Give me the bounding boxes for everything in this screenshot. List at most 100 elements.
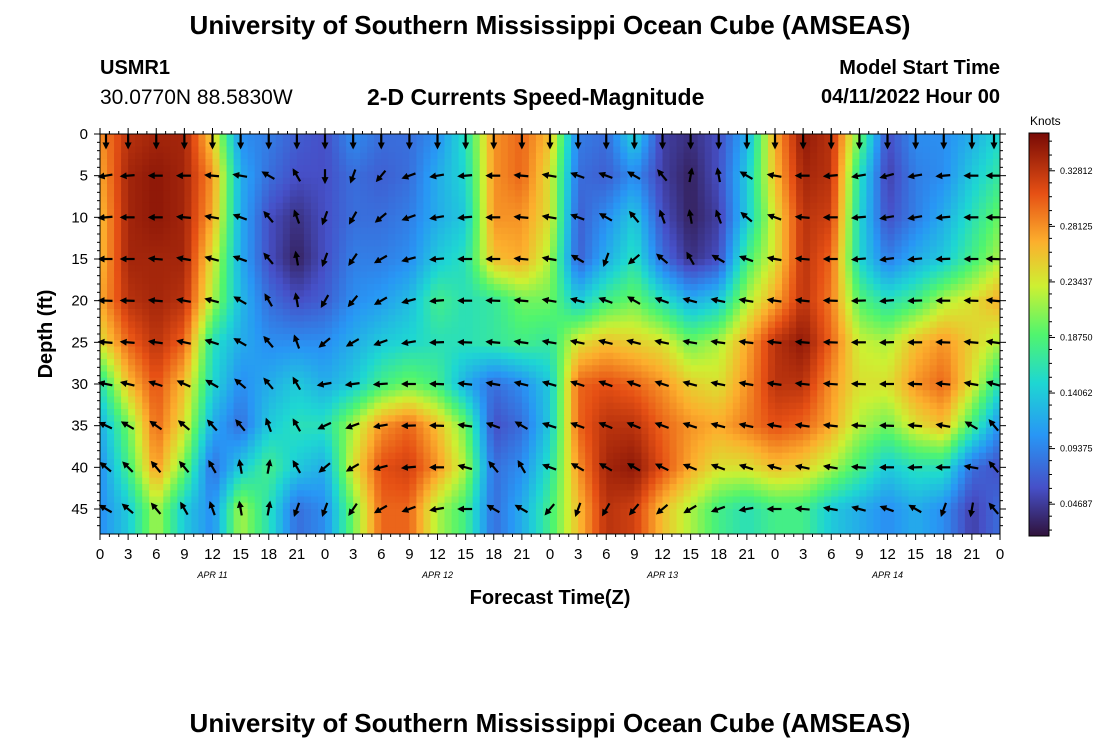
heatmap-cell	[423, 290, 432, 298]
heatmap-cell	[121, 240, 129, 248]
heatmap-cell	[620, 165, 628, 173]
heatmap-cell	[739, 352, 748, 360]
heatmap-cell	[767, 309, 776, 316]
heatmap-cell	[992, 152, 1000, 160]
heatmap-cell	[613, 284, 621, 291]
heatmap-cell	[831, 315, 839, 323]
heatmap-cell	[360, 209, 368, 216]
heatmap-cell	[521, 190, 530, 198]
heatmap-cell	[964, 327, 973, 335]
heatmap-cell	[978, 296, 987, 304]
heatmap-cell	[247, 196, 256, 204]
heatmap-cell	[718, 215, 727, 223]
heatmap-cell	[662, 184, 671, 191]
heatmap-cell	[922, 346, 931, 354]
heatmap-cell	[578, 365, 586, 373]
heatmap-cell	[557, 234, 565, 241]
heatmap-cell	[226, 346, 235, 354]
heatmap-cell	[887, 371, 896, 379]
heatmap-cell	[346, 252, 354, 260]
heatmap-cell	[353, 340, 361, 348]
heatmap-cell	[374, 184, 382, 191]
heatmap-cell	[760, 159, 769, 166]
heatmap-cell	[451, 209, 460, 216]
heatmap-cell	[908, 190, 917, 198]
heatmap-cell	[753, 346, 762, 354]
heatmap-cell	[479, 340, 488, 348]
heatmap-cell	[479, 365, 488, 373]
heatmap-cell	[107, 246, 115, 254]
heatmap-cell	[648, 277, 657, 285]
heatmap-cell	[873, 152, 882, 160]
heatmap-cell	[268, 159, 277, 166]
heatmap-cell	[332, 209, 340, 216]
heatmap-cell	[507, 202, 516, 210]
heatmap-cell	[950, 290, 959, 298]
heatmap-cell	[760, 321, 769, 329]
heatmap-cell	[620, 190, 628, 198]
heatmap-cell	[416, 365, 425, 373]
heatmap-cell	[803, 190, 811, 198]
heatmap-cell	[782, 352, 790, 360]
heatmap-cell	[423, 234, 432, 241]
heatmap-cell	[451, 334, 460, 341]
heatmap-cell	[226, 209, 235, 216]
heatmap-cell	[908, 227, 917, 235]
heatmap-cell	[184, 221, 193, 229]
heatmap-cell	[606, 284, 614, 291]
heatmap-cell	[887, 184, 896, 191]
heatmap-cell	[845, 296, 853, 304]
heatmap-cell	[142, 371, 150, 379]
heatmap-cell	[170, 234, 178, 241]
heatmap-cell	[971, 365, 980, 373]
heatmap-cell	[374, 321, 382, 329]
heatmap-cell	[683, 221, 692, 229]
heatmap-cell	[845, 240, 853, 248]
heatmap-cell	[957, 240, 966, 248]
heatmap-cell	[332, 202, 340, 210]
heatmap-cell	[880, 302, 889, 310]
heatmap-cell	[465, 202, 474, 210]
heatmap-cell	[669, 315, 678, 323]
heatmap-cell	[866, 277, 875, 285]
heatmap-cell	[317, 209, 326, 216]
heatmap-cell	[500, 221, 509, 229]
heatmap-cell	[557, 259, 565, 266]
heatmap-cell	[303, 321, 312, 329]
heatmap-cell	[578, 140, 586, 148]
heatmap-cell	[542, 315, 551, 323]
heatmap-cell	[557, 221, 565, 229]
heatmap-cell	[388, 309, 396, 316]
heatmap-cell	[697, 215, 706, 223]
heatmap-cell	[789, 315, 797, 323]
heatmap-cell	[170, 321, 178, 329]
heatmap-cell	[599, 221, 607, 229]
heatmap-cell	[964, 365, 973, 373]
heatmap-cell	[128, 246, 136, 254]
heatmap-cell	[578, 371, 586, 379]
heatmap-cell	[606, 271, 614, 279]
heatmap-cell	[648, 252, 657, 260]
heatmap-cell	[838, 196, 846, 204]
heatmap-cell	[191, 159, 200, 166]
heatmap-cell	[782, 340, 790, 348]
heatmap-cell	[416, 140, 425, 148]
heatmap-cell	[690, 202, 699, 210]
heatmap-cell	[725, 146, 734, 154]
heatmap-cell	[163, 277, 171, 285]
heatmap-cell	[135, 315, 143, 323]
heatmap-cell	[149, 365, 157, 373]
heatmap-cell	[978, 171, 987, 179]
heatmap-cell	[219, 265, 228, 273]
heatmap-cell	[725, 152, 734, 160]
heatmap-cell	[191, 177, 200, 185]
heatmap-cell	[599, 252, 607, 260]
heatmap-cell	[416, 196, 425, 204]
heatmap-cell	[325, 271, 333, 279]
heatmap-cell	[388, 146, 396, 154]
heatmap-cell	[198, 202, 207, 210]
heatmap-cell	[873, 134, 882, 141]
heatmap-cell	[458, 221, 467, 229]
heatmap-cell	[128, 227, 136, 235]
heatmap-cell	[803, 321, 811, 329]
